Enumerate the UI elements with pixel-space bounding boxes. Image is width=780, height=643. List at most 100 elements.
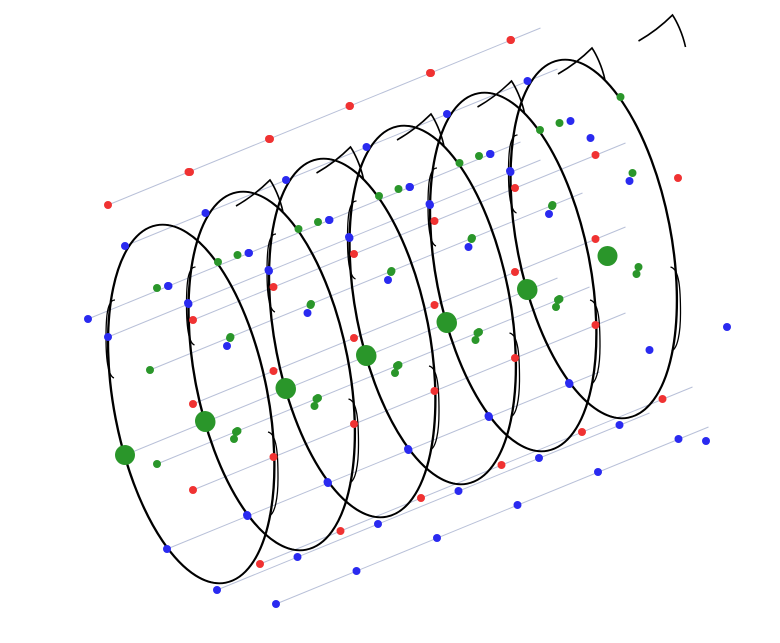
sensor-dot — [511, 354, 519, 362]
sensor-dot — [391, 369, 399, 377]
sensor-dot — [406, 183, 414, 191]
sensor-dot — [625, 177, 634, 185]
ear-outline — [267, 431, 279, 517]
sensor-dot — [121, 242, 129, 250]
sensor-dot — [591, 235, 600, 243]
track-line — [166, 371, 600, 550]
sensor-dot — [430, 301, 439, 309]
sensor-dot — [433, 534, 441, 542]
sensor-dot — [485, 413, 493, 421]
large-electrode — [356, 346, 377, 366]
head-ellipse — [349, 125, 518, 485]
track-line — [192, 226, 626, 405]
sensor-dot — [578, 428, 586, 436]
large-electrode — [276, 379, 296, 399]
sensor-dot — [443, 110, 451, 118]
ear-outline — [348, 398, 360, 484]
sensor-dot — [226, 333, 235, 341]
sensor-dot — [233, 427, 242, 435]
sensor-dot — [454, 487, 463, 495]
sensor-dot — [362, 143, 371, 151]
sensor-dot — [634, 263, 643, 271]
sensor-dots — [84, 36, 731, 608]
large-electrode — [517, 280, 538, 300]
sensor-dot — [632, 270, 641, 278]
sensor-dot — [507, 36, 515, 44]
sensor-dot — [350, 334, 358, 342]
sensor-dot — [555, 119, 564, 127]
sensor-dot — [184, 300, 193, 308]
sensor-dot — [104, 201, 112, 209]
sensor-dot — [586, 134, 595, 142]
sensor-dot — [723, 323, 731, 331]
nose-outline — [235, 178, 284, 213]
head-ellipse — [510, 59, 679, 419]
sensor-dot — [214, 258, 222, 266]
sensor-dot — [387, 267, 396, 275]
sensor-dot — [303, 309, 312, 317]
sensor-dot — [352, 567, 361, 575]
track-lines — [87, 27, 709, 605]
sensor-dot — [513, 501, 522, 509]
sensor-dot — [314, 218, 322, 226]
sensor-dot — [566, 117, 575, 125]
track-line — [107, 27, 541, 206]
sensor-dot — [146, 366, 154, 374]
sensor-dot — [84, 315, 92, 323]
sensor-dot — [201, 209, 210, 217]
track-line — [192, 142, 626, 321]
sensor-dot — [523, 77, 532, 85]
sensor-dot — [153, 284, 161, 292]
sensor-dot — [346, 102, 354, 110]
track-line — [259, 386, 693, 565]
sensor-dot — [186, 168, 194, 176]
sensor-dot — [535, 454, 543, 462]
sensor-dot — [345, 234, 354, 242]
sensor-dot — [628, 169, 637, 177]
sensor-dot — [548, 201, 557, 209]
large-electrode — [195, 412, 216, 432]
sensor-dot — [455, 159, 464, 167]
sensor-dot — [471, 336, 480, 344]
track-line — [149, 192, 583, 371]
sensor-dot — [375, 192, 383, 200]
sensor-dot — [430, 387, 439, 395]
sensor-dot — [269, 283, 278, 291]
sensor-dot — [163, 545, 171, 553]
sensor-dot — [293, 553, 302, 561]
sensor-dot — [153, 460, 161, 468]
sensor-dot — [674, 174, 682, 182]
nose-outline — [557, 46, 606, 81]
head-outline — [266, 112, 445, 519]
sensor-dot — [394, 185, 403, 193]
nose-outline — [316, 145, 365, 180]
sensor-dot — [555, 295, 564, 303]
sensor-dot — [475, 152, 483, 160]
sensor-dot — [536, 126, 544, 134]
large-electrode — [437, 313, 457, 333]
sensor-dot — [616, 93, 625, 101]
sensor-dot — [266, 135, 274, 143]
sensor-dot — [189, 486, 197, 494]
sensor-dot — [350, 250, 358, 258]
sensor-dot — [256, 560, 264, 568]
sensor-dot — [104, 333, 112, 341]
sensor-dot — [394, 361, 403, 369]
sensor-dot — [245, 249, 253, 257]
sensor-dot — [511, 268, 519, 276]
sensor-dot — [645, 346, 654, 354]
sensor-dot — [230, 435, 238, 443]
sensor-dot — [464, 243, 473, 251]
sensor-dot — [658, 395, 667, 403]
nose-outline — [477, 79, 526, 114]
sensor-dot — [404, 446, 413, 454]
sensor-dot — [374, 520, 382, 528]
sensor-dot — [189, 316, 197, 324]
sensor-dot — [307, 300, 315, 308]
head-ellipse — [269, 158, 437, 518]
track-line — [107, 159, 541, 338]
head-ellipse — [430, 92, 598, 452]
nose-outline — [396, 112, 445, 147]
sensor-dot — [702, 437, 710, 445]
sensor-dot — [336, 527, 345, 535]
